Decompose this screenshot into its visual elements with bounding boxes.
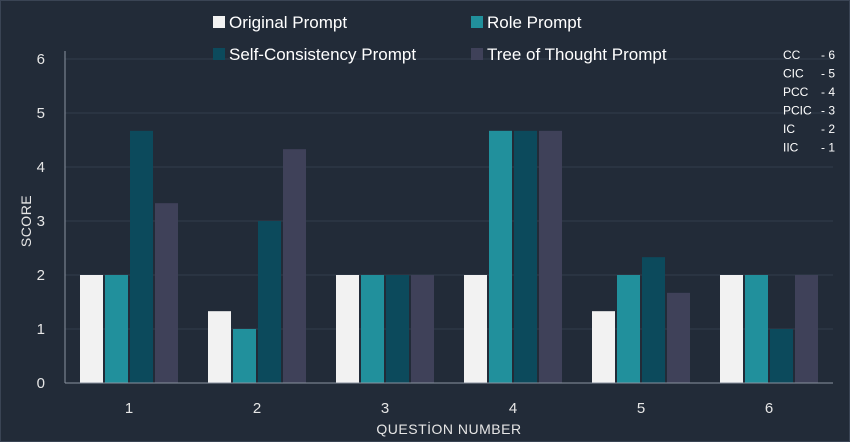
y-tick-label: 0	[37, 375, 45, 392]
x-tick-label: 4	[509, 400, 517, 417]
bar	[386, 275, 409, 383]
x-tick-label: 5	[637, 400, 645, 417]
bar	[489, 130, 512, 383]
score-key-value: - 2	[821, 122, 835, 136]
bar	[233, 329, 256, 383]
score-key: CC - 6 CIC - 5 PCC - 4 PCIC - 3 IC - 2 IIC - 1	[783, 48, 835, 155]
score-key-value: - 5	[821, 67, 835, 81]
gridlines	[65, 58, 833, 330]
bar	[745, 275, 768, 383]
bar	[642, 257, 665, 383]
bar	[770, 329, 793, 383]
bar	[464, 275, 487, 383]
legend-label: Self-Consistency Prompt	[229, 45, 416, 64]
score-key-code: PCIC	[783, 104, 812, 118]
bar	[130, 130, 153, 383]
legend-label: Tree of Thought Prompt	[487, 45, 667, 64]
bars	[80, 130, 818, 383]
y-tick-label: 4	[37, 159, 45, 176]
y-tick-label: 1	[37, 321, 45, 338]
score-key-value: - 4	[821, 85, 835, 99]
x-tick-label: 1	[125, 400, 133, 417]
bar	[283, 149, 306, 383]
bar	[667, 292, 690, 383]
y-tick-label: 5	[37, 105, 45, 122]
bar	[617, 275, 640, 383]
legend-swatch	[213, 48, 225, 60]
legend-label: Original Prompt	[229, 13, 347, 32]
score-key-code: IC	[783, 122, 795, 136]
bar	[105, 275, 128, 383]
x-axis-title: QUESTİON NUMBER	[376, 420, 521, 437]
score-key-value: - 3	[821, 104, 835, 118]
bar	[592, 311, 615, 383]
bar	[208, 311, 231, 383]
x-tick-label: 2	[253, 400, 261, 417]
score-key-code: CC	[783, 48, 801, 62]
score-key-code: CIC	[783, 67, 804, 81]
y-tick-labels: 0 1 2 3 4 5 6	[37, 51, 45, 392]
score-key-code: IIC	[783, 141, 799, 155]
legend-swatch	[471, 48, 483, 60]
bar	[80, 275, 103, 383]
legend: Original Prompt Role Prompt Self-Consisten…	[213, 13, 667, 64]
bar	[514, 130, 537, 383]
x-tick-label: 3	[381, 400, 389, 417]
y-tick-label: 3	[37, 213, 45, 230]
bar	[411, 275, 434, 383]
y-tick-label: 6	[37, 51, 45, 68]
bar	[155, 203, 178, 383]
bar	[795, 275, 818, 383]
x-tick-label: 6	[765, 400, 773, 417]
bar	[361, 275, 384, 383]
y-tick-label: 2	[37, 267, 45, 284]
y-axis-title: SCORE	[18, 195, 34, 247]
bar	[336, 275, 359, 383]
score-key-value: - 1	[821, 141, 835, 155]
bar	[539, 130, 562, 383]
bar	[720, 275, 743, 383]
x-tick-labels: 1 2 3 4 5 6	[125, 400, 773, 417]
legend-swatch	[471, 16, 483, 28]
score-key-value: - 6	[821, 48, 835, 62]
bar	[258, 221, 281, 383]
legend-swatch	[213, 16, 225, 28]
legend-label: Role Prompt	[487, 13, 582, 32]
axes	[64, 51, 833, 384]
score-key-code: PCC	[783, 85, 809, 99]
